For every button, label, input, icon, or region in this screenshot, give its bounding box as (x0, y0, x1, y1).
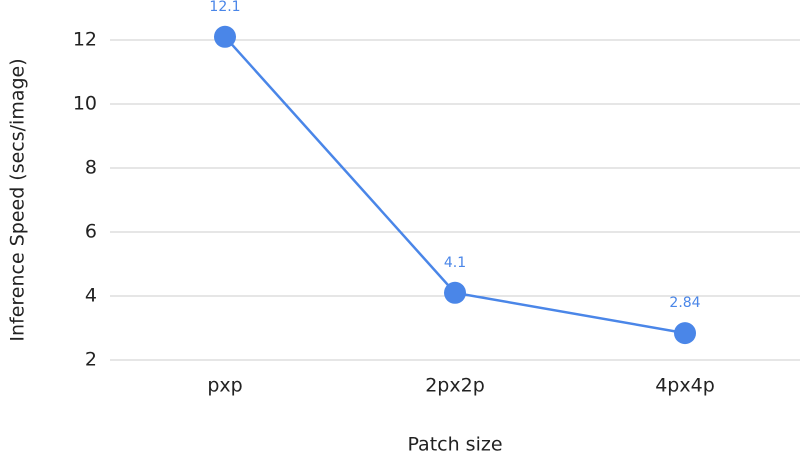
x-tick-label: pxp (207, 375, 242, 397)
y-axis-label: Inference Speed (secs/image) (7, 58, 29, 341)
x-axis-label: Patch size (407, 434, 502, 456)
y-tick-label: 12 (73, 29, 97, 51)
data-point (444, 281, 466, 304)
x-tick-label: 4px4p (655, 375, 715, 397)
y-tick-label: 10 (73, 93, 97, 115)
y-tick-label: 4 (85, 285, 97, 307)
x-tick-label: 2px2p (425, 375, 485, 397)
y-tick-label: 2 (85, 349, 97, 371)
data-label: 12.1 (209, 0, 240, 15)
data-label: 2.84 (669, 295, 700, 311)
data-point (214, 25, 236, 48)
y-tick-label: 6 (85, 221, 97, 243)
data-label: 4.1 (444, 255, 466, 271)
y-tick-label: 8 (85, 157, 97, 179)
data-point (674, 322, 696, 345)
